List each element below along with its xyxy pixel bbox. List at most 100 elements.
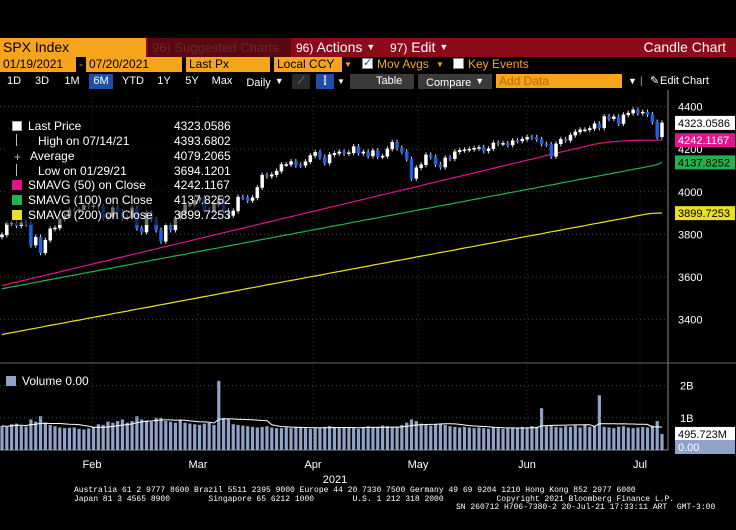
period-3d[interactable]: 3D — [34, 75, 50, 87]
volume-bar — [347, 426, 351, 450]
candle-body — [332, 153, 337, 155]
line-chart-icon[interactable]: ⟋ — [292, 74, 310, 89]
frequency-select[interactable]: Daily ▼ — [242, 74, 288, 89]
suggested-charts-button[interactable]: 96) Suggested Charts — [148, 38, 291, 57]
x-tick-label: Jul — [633, 459, 647, 471]
volume-bar — [96, 424, 100, 450]
candle-body — [597, 123, 602, 129]
volume-bar — [246, 426, 250, 450]
period-1m[interactable]: 1M — [64, 75, 80, 87]
volume-bar — [72, 427, 76, 450]
candle-body — [327, 154, 332, 164]
volume-bar — [207, 422, 211, 450]
start-date-field[interactable]: 01/19/2021 — [0, 57, 76, 72]
volume-bar — [641, 426, 645, 450]
actions-menu[interactable]: 96) Actions ▼ — [296, 38, 375, 57]
volume-bar — [409, 419, 414, 450]
candle-body — [376, 150, 380, 157]
volume-bar — [149, 421, 153, 450]
volume-bar — [332, 427, 337, 450]
volume-bar — [395, 426, 399, 450]
candle-body — [477, 147, 481, 149]
period-ytd[interactable]: YTD — [122, 75, 144, 87]
volume-bar — [58, 427, 62, 450]
volume-bar — [525, 427, 529, 450]
candle-body — [48, 228, 52, 241]
actions-num: 96) — [296, 41, 314, 55]
candle-body — [525, 136, 529, 140]
volume-bar — [294, 426, 298, 450]
mov-avgs-checkbox[interactable] — [362, 56, 373, 69]
volume-bar — [602, 426, 606, 450]
candle-body — [554, 143, 558, 157]
key-events-checkbox[interactable] — [453, 58, 464, 69]
volume-tick-label: 2B — [680, 381, 693, 393]
compare-button[interactable]: Compare ▼ — [418, 74, 492, 89]
price-field-select[interactable]: Last Px — [186, 57, 270, 72]
edit-num: 97) — [390, 41, 408, 55]
candle-body — [284, 164, 288, 166]
sma100-tag: 4137.8252 — [678, 157, 730, 169]
volume-bar — [43, 422, 47, 450]
candle-body — [395, 142, 399, 149]
period-6m[interactable]: 6M — [89, 74, 113, 89]
candle-body — [380, 155, 385, 158]
period-1d[interactable]: 1D — [6, 75, 22, 87]
candle-body — [592, 123, 597, 129]
volume-bar — [583, 424, 587, 450]
period-5y[interactable]: 5Y — [185, 75, 199, 87]
volume-bar — [612, 428, 616, 450]
volume-bar — [222, 417, 226, 450]
candle-body — [400, 147, 404, 152]
volume-bar — [554, 426, 558, 450]
volume-bar — [607, 427, 611, 450]
period-1y[interactable]: 1Y — [157, 75, 171, 87]
sma100-tag-bg — [675, 155, 735, 170]
chevron-down-icon[interactable]: ▼ — [628, 76, 637, 86]
x-tick-label: Mar — [189, 459, 208, 471]
candle-body — [33, 236, 38, 246]
legend-value: 4137.8252 — [174, 193, 231, 207]
frequency-label: Daily — [246, 77, 271, 89]
period-max[interactable]: Max — [211, 75, 233, 87]
legend-label: Last Price — [28, 119, 82, 133]
candle-body — [289, 161, 293, 165]
volume-label: Volume — [22, 374, 63, 388]
candle-body — [496, 142, 500, 145]
candle-body — [409, 158, 414, 179]
footer-contacts-1: Australia 61 2 9777 8600 Brazil 5511 239… — [74, 486, 636, 495]
end-date-field[interactable]: 07/20/2021 — [86, 57, 182, 72]
suggested-charts-num: 96) — [152, 40, 171, 55]
mov-avgs-label: Mov Avgs — [377, 57, 429, 71]
volume-bar — [53, 426, 57, 450]
volume-bar — [260, 426, 264, 450]
chevron-down-icon[interactable]: ▼ — [436, 60, 444, 69]
volume-bar — [289, 428, 293, 450]
candle-body — [53, 227, 57, 230]
chevron-down-icon: ▼ — [439, 42, 449, 52]
candle-body — [274, 170, 279, 175]
currency-select[interactable]: Local CCY ▼ — [274, 57, 354, 72]
candle-body — [424, 154, 428, 165]
y-tick-label: 3600 — [678, 272, 702, 284]
volume-bar — [24, 426, 28, 450]
candle-body — [660, 122, 664, 138]
candle-body — [621, 114, 626, 124]
candle-body — [631, 109, 635, 114]
volume-bar — [144, 420, 149, 450]
candle-icon[interactable]: ⫿ — [316, 74, 334, 89]
table-button[interactable]: Table — [350, 74, 414, 89]
candle-body — [139, 227, 144, 233]
edit-menu[interactable]: 97) Edit ▼ — [390, 38, 448, 57]
volume-bar — [241, 425, 245, 450]
volume-bar — [63, 428, 67, 450]
add-data-input[interactable]: Add Data — [496, 74, 622, 88]
volume-bar — [342, 427, 346, 450]
edit-chart-button[interactable]: Edit Chart — [660, 75, 709, 87]
security-field[interactable]: SPX Index — [0, 38, 146, 57]
chevron-down-icon[interactable]: ▼ — [336, 74, 346, 89]
volume-bar — [438, 423, 442, 450]
legend-value: 4393.6802 — [174, 134, 231, 148]
volume-bar — [588, 426, 592, 450]
